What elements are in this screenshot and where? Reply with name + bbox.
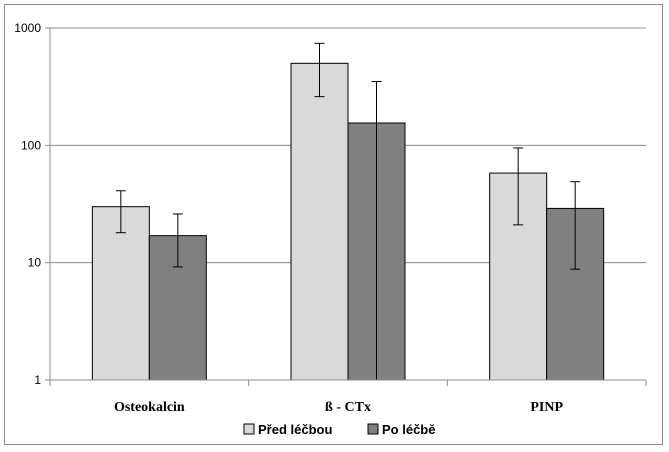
y-tick-label: 10 [28, 256, 42, 270]
legend-swatch-pred-lecbou [243, 423, 255, 435]
legend-swatch-po-lecbe [367, 423, 379, 435]
legend-label: Po léčbě [382, 422, 435, 437]
y-tick-label: 1000 [14, 21, 41, 35]
y-tick-label: 100 [21, 138, 41, 152]
y-tick-label: 1 [34, 373, 41, 387]
bar-pred-lecbou [91, 206, 150, 381]
x-category-label: ß - CTx [325, 400, 371, 415]
legend-label: Před léčbou [258, 422, 332, 437]
x-category-label: Osteokalcin [114, 400, 185, 415]
x-category-label: PINP [530, 400, 563, 415]
bar-pred-lecbou [290, 62, 349, 381]
